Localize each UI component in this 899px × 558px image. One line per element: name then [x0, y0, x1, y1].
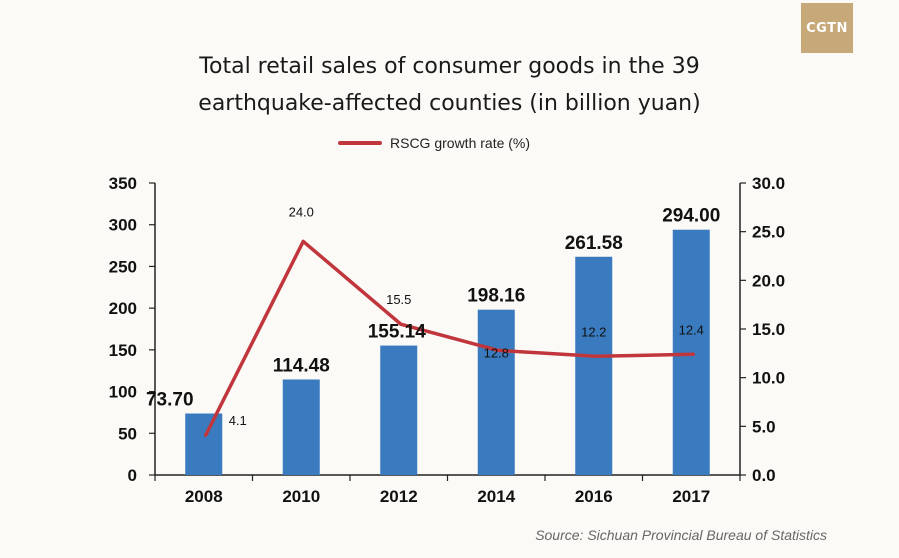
line-value-label: 15.5 [386, 292, 411, 307]
bar-value-label: 114.48 [273, 355, 330, 376]
right-tick-label: 10.0 [752, 369, 785, 388]
source-note: Source: Sichuan Provincial Bureau of Sta… [535, 527, 827, 543]
x-category-label: 2017 [672, 487, 710, 506]
bar-value-label: 73.70 [146, 390, 194, 411]
growth-rate-line [204, 239, 695, 437]
legend-line-swatch [338, 141, 382, 145]
right-tick-label: 25.0 [752, 223, 785, 242]
bar [575, 256, 613, 475]
bar [380, 345, 418, 475]
left-tick-label: 50 [118, 424, 137, 443]
bar [477, 309, 515, 475]
right-tick-label: 5.0 [752, 417, 776, 436]
bar [185, 413, 223, 475]
bar-value-label: 294.00 [662, 206, 720, 227]
right-tick-label: 0.0 [752, 466, 776, 485]
right-tick-label: 20.0 [752, 271, 785, 290]
left-tick-label: 150 [109, 341, 137, 360]
line-value-label: 4.1 [229, 413, 247, 428]
growth-rate-point [301, 239, 305, 243]
x-category-label: 2014 [477, 487, 515, 506]
chart-legend: RSCG growth rate (%) [338, 132, 530, 154]
x-category-label: 2012 [380, 487, 418, 506]
left-tick-label: 250 [109, 257, 137, 276]
bar-value-label: 198.16 [467, 286, 525, 307]
growth-rate-point [594, 354, 598, 358]
line-value-label: 24.0 [289, 204, 314, 219]
right-tick-label: 15.0 [752, 320, 785, 339]
cgtn-logo: CGTN [801, 3, 853, 53]
growth-rate-point [691, 352, 695, 356]
legend-label: RSCG growth rate (%) [390, 135, 531, 151]
left-tick-label: 100 [109, 383, 137, 402]
chart-title: Total retail sales of consumer goods in … [0, 48, 899, 122]
growth-rate-point [399, 322, 403, 326]
growth-rate-point [204, 433, 208, 437]
bar-value-label: 261.58 [565, 233, 623, 254]
growth-rate-point [496, 348, 500, 353]
line-value-label: 12.4 [679, 322, 704, 337]
x-category-label: 2016 [575, 487, 613, 506]
left-tick-label: 200 [109, 299, 137, 318]
bar [282, 379, 320, 475]
left-tick-label: 350 [109, 174, 137, 193]
line-value-label: 12.8 [484, 345, 509, 360]
chart-title-line-2: earthquake-affected counties (in billion… [198, 91, 701, 116]
x-category-label: 2010 [282, 487, 320, 506]
x-category-label: 2008 [185, 487, 223, 506]
left-tick-label: 0 [128, 466, 137, 485]
right-tick-label: 30.0 [752, 174, 785, 193]
bar-value-label: 155.14 [368, 322, 427, 343]
line-value-label: 12.2 [581, 324, 606, 339]
chart-title-line-1: Total retail sales of consumer goods in … [199, 54, 700, 79]
left-tick-label: 300 [109, 216, 137, 235]
bar [672, 229, 710, 475]
